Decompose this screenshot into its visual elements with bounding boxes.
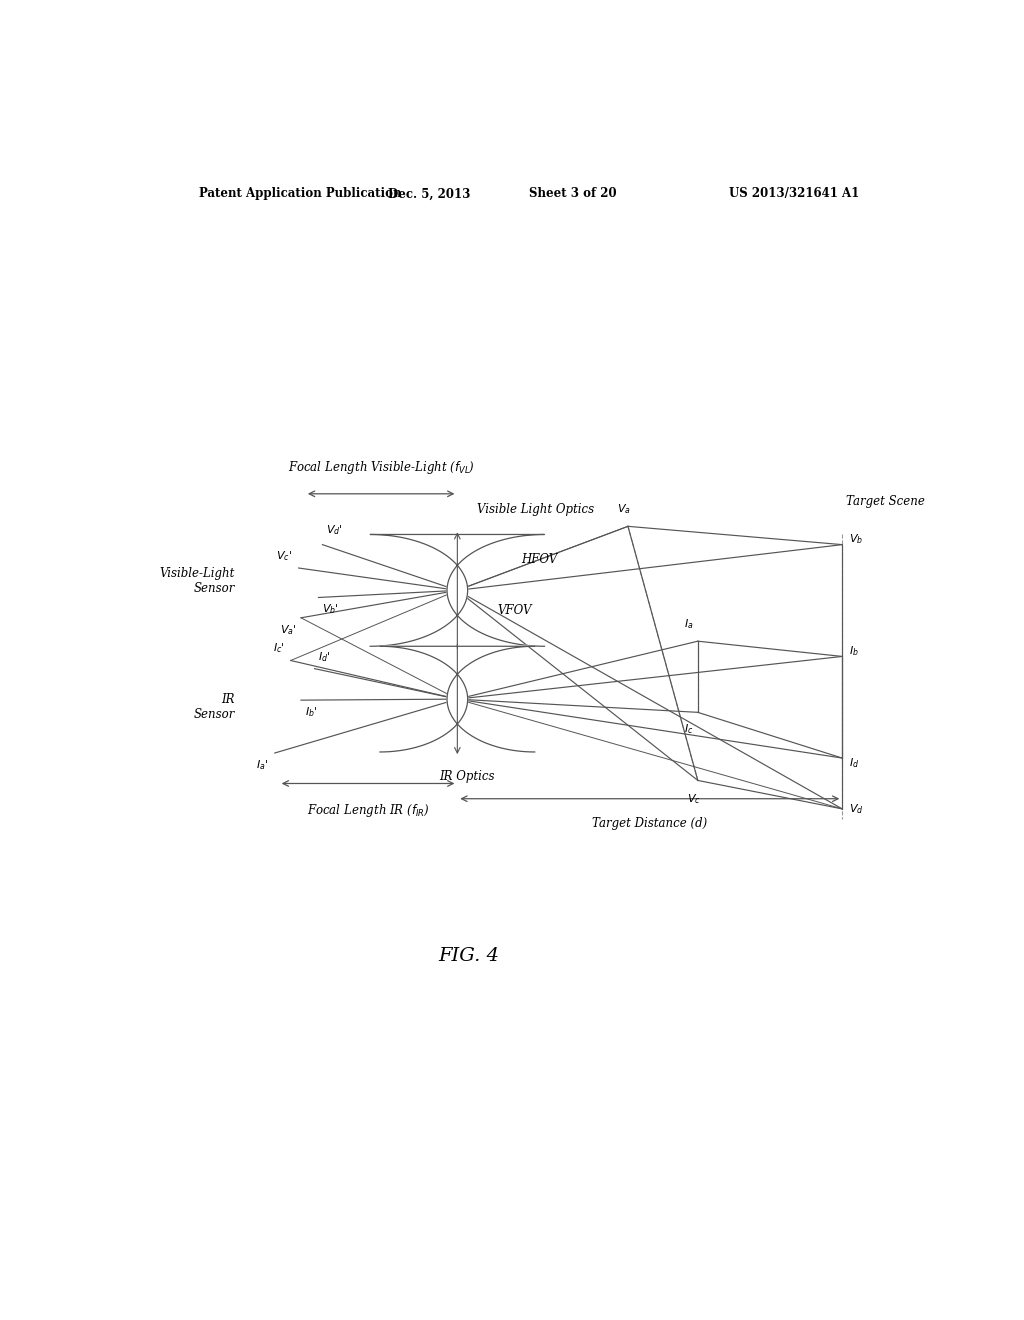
Text: US 2013/321641 A1: US 2013/321641 A1 (729, 187, 860, 201)
Text: Visible-Light
Sensor: Visible-Light Sensor (160, 568, 236, 595)
Text: $I_d$': $I_d$' (318, 649, 331, 664)
Text: Dec. 5, 2013: Dec. 5, 2013 (388, 187, 471, 201)
Polygon shape (380, 647, 535, 752)
Text: $V_a$': $V_a$' (281, 623, 297, 636)
Text: $I_a$: $I_a$ (684, 618, 694, 631)
Text: $I_a$': $I_a$' (256, 758, 268, 772)
Text: $V_b$: $V_b$ (849, 533, 863, 546)
Text: $V_d$: $V_d$ (849, 803, 863, 816)
Text: Visible Light Optics: Visible Light Optics (477, 503, 594, 516)
Text: Sheet 3 of 20: Sheet 3 of 20 (528, 187, 616, 201)
Text: $I_b$: $I_b$ (849, 644, 858, 659)
Text: Patent Application Publication: Patent Application Publication (200, 187, 402, 201)
Polygon shape (370, 535, 545, 647)
Text: q: q (467, 639, 474, 651)
Text: $I_d$: $I_d$ (849, 756, 859, 770)
Text: $I_c$: $I_c$ (684, 722, 694, 737)
Text: IR Optics: IR Optics (439, 771, 495, 783)
Text: $V_c$': $V_c$' (276, 549, 292, 562)
Text: Focal Length Visible-Light ($f_{VL}$): Focal Length Visible-Light ($f_{VL}$) (288, 458, 475, 475)
Text: IR
Sensor: IR Sensor (194, 693, 236, 721)
Text: FIG. 4: FIG. 4 (438, 948, 500, 965)
Text: $V_a$: $V_a$ (617, 503, 631, 516)
Text: Target Scene: Target Scene (846, 495, 925, 508)
Text: $V_c$: $V_c$ (687, 792, 700, 807)
Text: Target Distance (d): Target Distance (d) (592, 817, 708, 830)
Text: Focal Length IR ($f_{IR}$): Focal Length IR ($f_{IR}$) (306, 801, 429, 818)
Text: $I_c$': $I_c$' (272, 642, 285, 656)
Text: $I_b$': $I_b$' (305, 705, 317, 719)
Text: $V_d$': $V_d$' (327, 523, 343, 536)
Text: $V_b$': $V_b$' (323, 602, 339, 616)
Text: VFOV: VFOV (497, 605, 531, 618)
Text: HFOV: HFOV (521, 553, 557, 566)
